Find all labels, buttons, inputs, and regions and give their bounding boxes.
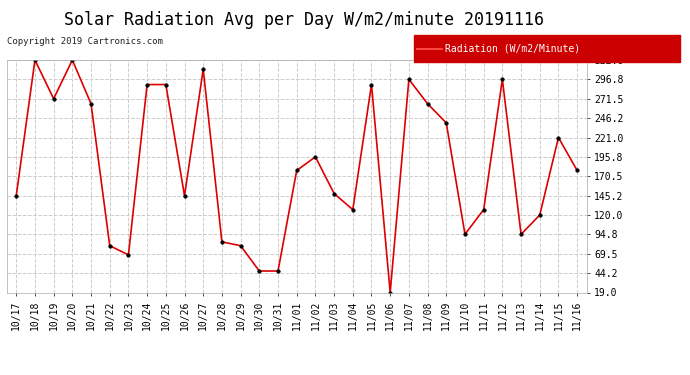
Text: Radiation (W/m2/Minute): Radiation (W/m2/Minute) xyxy=(445,44,580,54)
Text: Solar Radiation Avg per Day W/m2/minute 20191116: Solar Radiation Avg per Day W/m2/minute … xyxy=(63,11,544,29)
Text: Copyright 2019 Cartronics.com: Copyright 2019 Cartronics.com xyxy=(7,38,163,46)
